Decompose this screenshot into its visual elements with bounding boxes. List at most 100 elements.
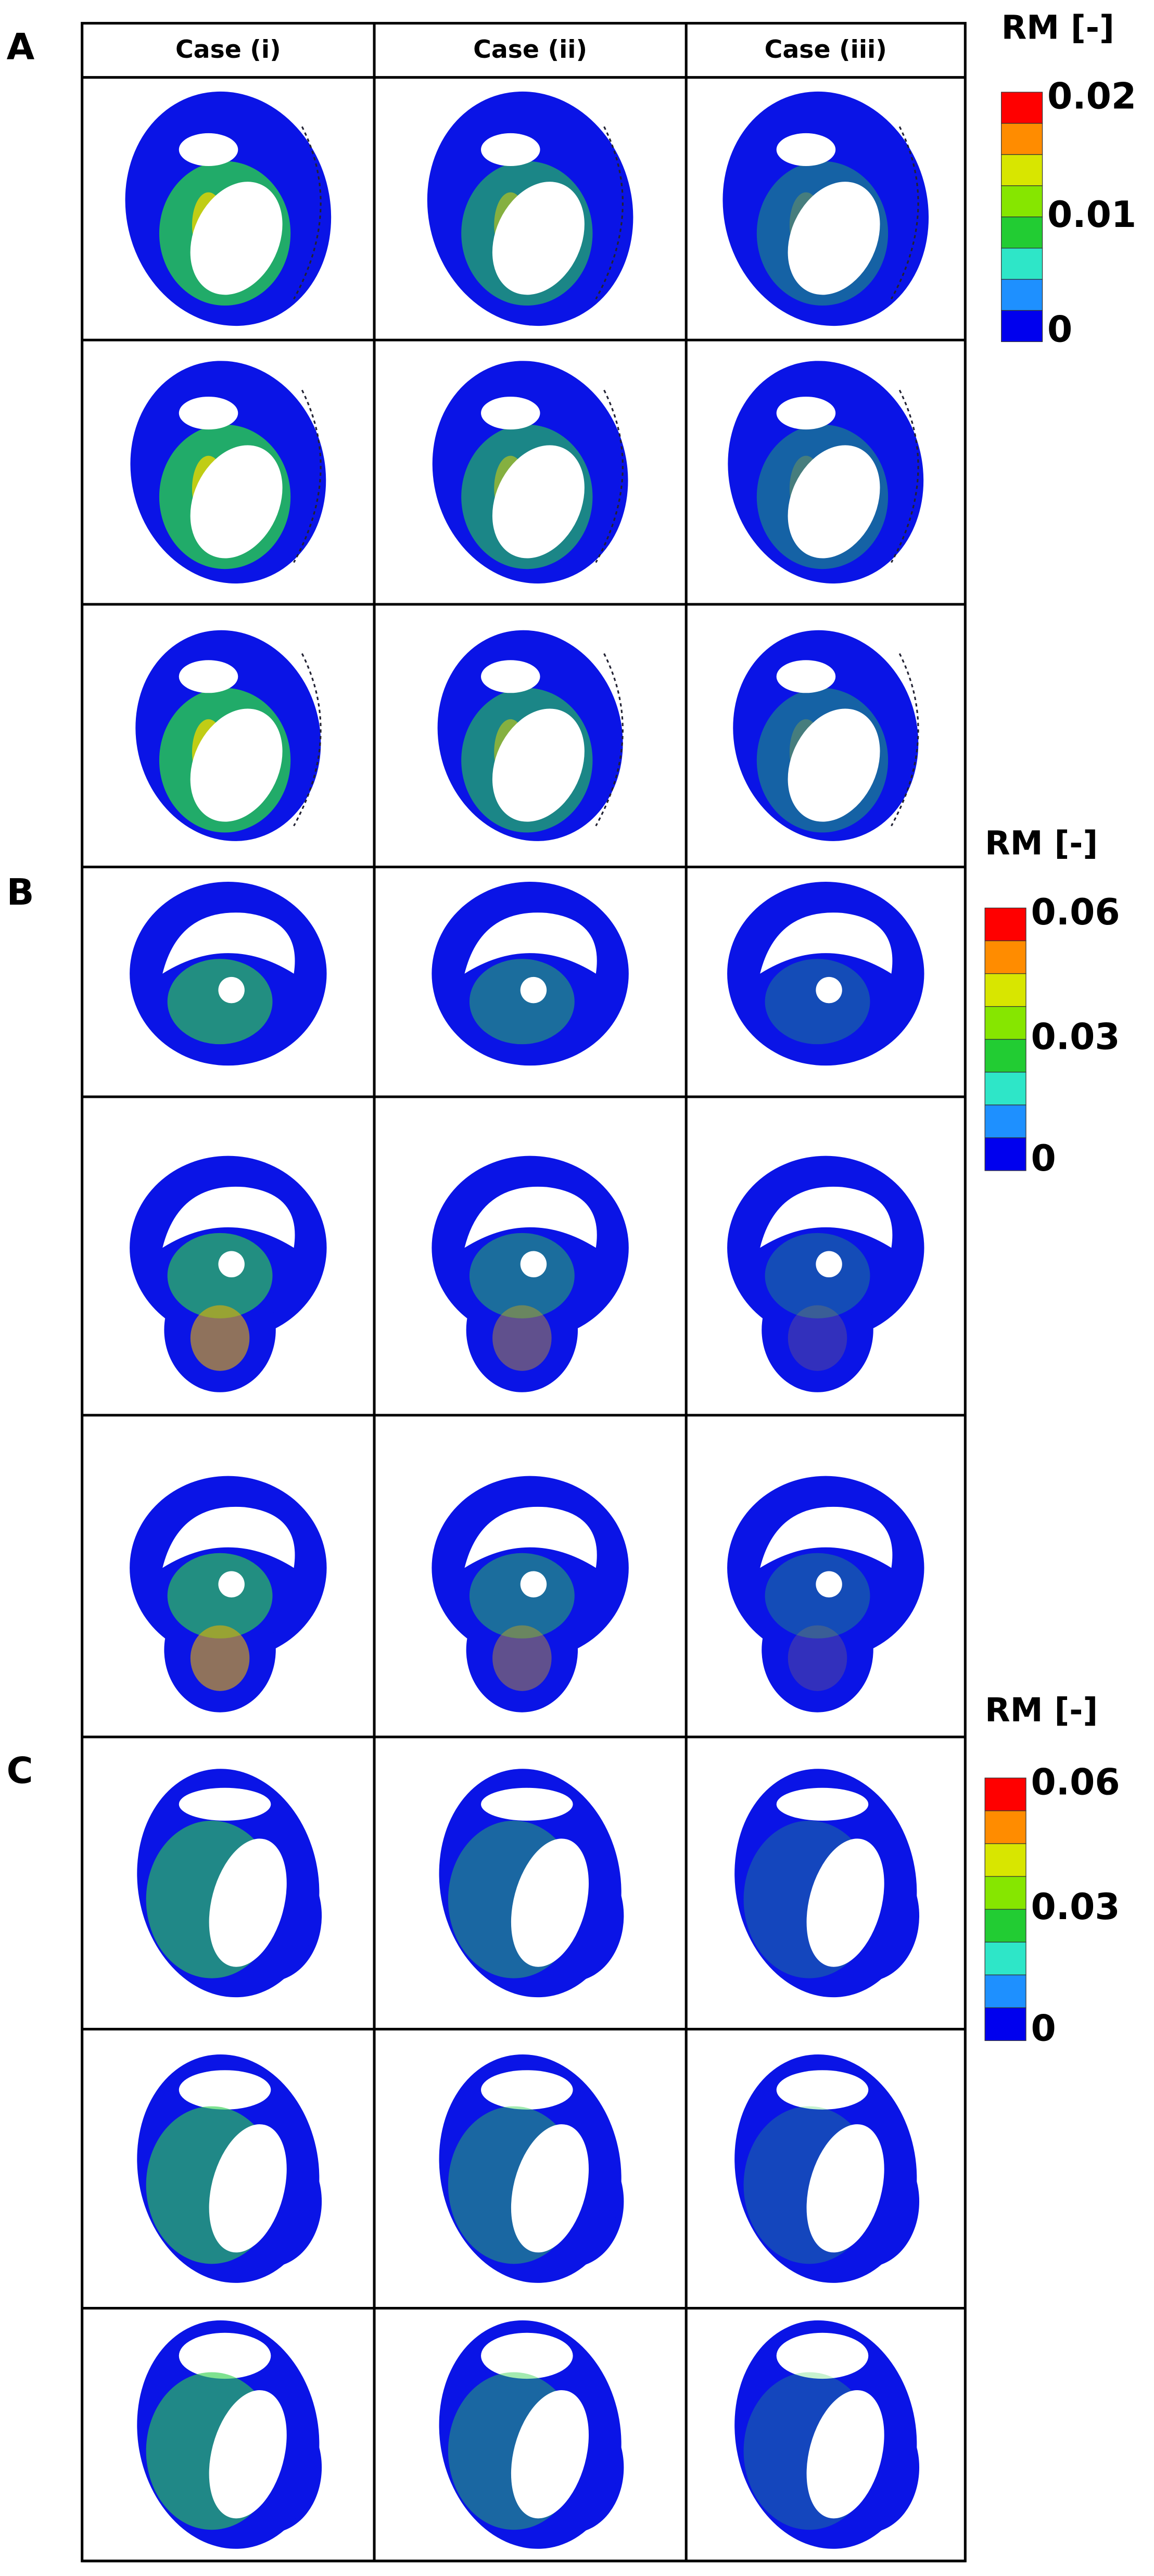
render-patch (765, 959, 870, 1045)
column-header: Case (i) (175, 35, 281, 64)
render-patch (167, 1553, 273, 1639)
panel-label: C (7, 1750, 33, 1792)
render (439, 1769, 624, 1998)
colorbar-band (984, 1137, 1026, 1171)
render (734, 2054, 920, 2283)
render (437, 630, 624, 841)
render (427, 91, 633, 326)
colorbar-band (1001, 217, 1043, 249)
render-patch (167, 959, 273, 1045)
render (432, 1476, 629, 1712)
render-hole (209, 2124, 287, 2253)
render-patch (765, 1553, 870, 1639)
render (135, 630, 322, 841)
render-hole (788, 708, 880, 822)
render-hole (776, 2332, 869, 2379)
render-hole (776, 660, 836, 693)
render-rim (891, 126, 919, 300)
colorbar-band (1001, 154, 1043, 186)
render (125, 91, 332, 326)
panel-label: A (7, 27, 35, 68)
column-header: Case (iii) (765, 35, 887, 64)
render-patch (190, 1305, 250, 1371)
render-hole (520, 1251, 547, 1278)
colorbar-band (984, 1876, 1026, 1910)
render-hole (481, 2070, 573, 2110)
render-hole (218, 1571, 245, 1597)
colorbar-label: 0 (1031, 2008, 1056, 2050)
render (130, 1476, 327, 1712)
render-patch (492, 1625, 552, 1691)
render-hole (788, 182, 880, 295)
render-hole (492, 182, 585, 295)
colorbar-band (1001, 123, 1043, 155)
render-hole (806, 2124, 884, 2253)
render-patch (765, 1233, 870, 1318)
render-hole (511, 2390, 589, 2519)
panel-label: B (7, 872, 34, 913)
render-patch (469, 959, 575, 1045)
render (130, 361, 326, 583)
render-hole (179, 1787, 271, 1821)
render (439, 2054, 624, 2283)
render-hole (481, 133, 540, 166)
render-hole (179, 397, 238, 430)
render-rim (293, 653, 322, 827)
render-hole (776, 2070, 869, 2110)
render-hole (218, 976, 245, 1004)
render (734, 2320, 920, 2549)
render-hole (464, 1506, 597, 1568)
render-hole (788, 445, 880, 559)
colorbars: RM [-] 0.02 0.01 0 RM [-] 0.06 0.03 0 RM [-] 0.06… (984, 8, 1136, 2050)
render (722, 91, 929, 326)
render-hole (492, 445, 585, 559)
render-body (466, 1588, 578, 1712)
render (137, 1769, 322, 1998)
render-hole (179, 2070, 271, 2110)
render-hole (816, 976, 842, 1004)
render-rim (595, 126, 624, 300)
render-hole (179, 660, 238, 693)
render-hole (511, 2124, 589, 2253)
render-hole (481, 2332, 573, 2379)
render-hole (179, 2332, 271, 2379)
render-body (466, 1267, 578, 1392)
render-patch (788, 1625, 847, 1691)
colorbar-label: 0.03 (1031, 1017, 1120, 1058)
render-rim (891, 653, 919, 827)
colorbar-band (1001, 248, 1043, 280)
table-grid (81, 22, 967, 2562)
colorbar-band (984, 2007, 1026, 2041)
render-hole (464, 912, 597, 974)
render-hole (481, 660, 540, 693)
render-rim (293, 126, 322, 300)
render-hole (162, 1506, 295, 1568)
render-hole (492, 708, 585, 822)
render (734, 1769, 920, 1998)
render-rim (595, 389, 624, 563)
render-hole (816, 1251, 842, 1278)
colorbar-label: 0 (1031, 1138, 1056, 1179)
colorbar-band (984, 1039, 1026, 1073)
render-rim (891, 389, 919, 563)
colorbar-band (1001, 185, 1043, 218)
render-hole (511, 1838, 589, 1967)
colorbar-label: 0.02 (1047, 76, 1136, 118)
render-hole (776, 133, 836, 166)
render-body (762, 1588, 873, 1712)
colorbar-title: RM [-] (985, 824, 1098, 862)
colorbar-band (984, 1974, 1026, 2008)
render-hole (481, 1787, 573, 1821)
render-hole (209, 1838, 287, 1967)
render-patch (167, 1233, 273, 1318)
render (432, 881, 629, 1066)
render-patch (788, 1305, 847, 1371)
colorbar-band (984, 1072, 1026, 1106)
render (130, 1156, 327, 1392)
render-hole (806, 2390, 884, 2519)
render-patch (469, 1553, 575, 1639)
colorbar-band (984, 907, 1026, 942)
colorbar-label: 0 (1047, 309, 1072, 351)
